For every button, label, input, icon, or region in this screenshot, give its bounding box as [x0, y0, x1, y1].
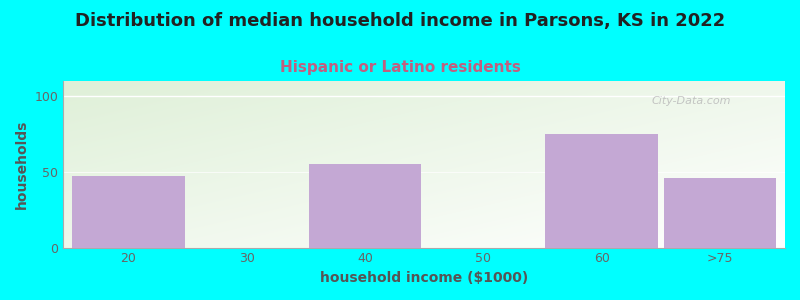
Text: Hispanic or Latino residents: Hispanic or Latino residents [279, 60, 521, 75]
Bar [546, 134, 658, 247]
Text: City-Data.com: City-Data.com [651, 96, 731, 106]
Bar [664, 178, 776, 247]
Y-axis label: households: households [15, 120, 29, 209]
Text: Distribution of median household income in Parsons, KS in 2022: Distribution of median household income … [75, 12, 725, 30]
X-axis label: household income ($1000): household income ($1000) [320, 271, 528, 285]
Bar [72, 176, 185, 247]
Bar [309, 164, 421, 248]
